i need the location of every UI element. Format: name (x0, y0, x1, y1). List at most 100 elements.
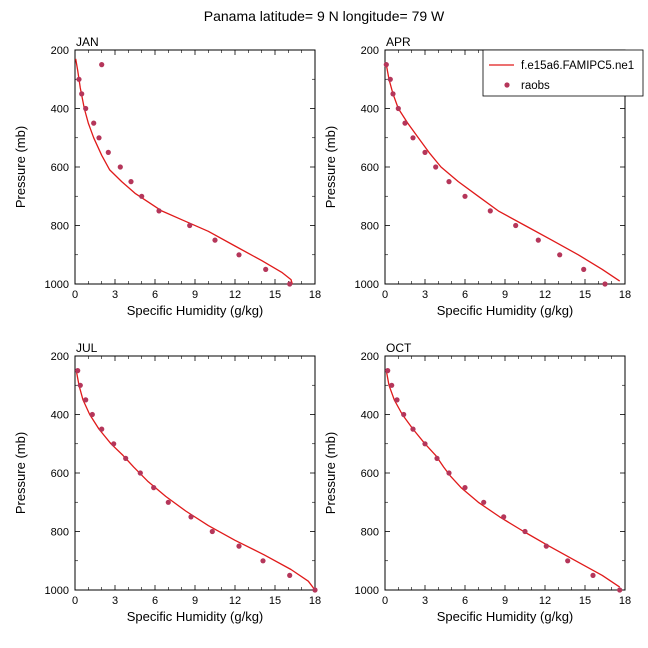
raobs-point (410, 135, 416, 141)
x-tick-label: 12 (229, 289, 241, 301)
y-tick-label: 1000 (45, 279, 69, 291)
x-axis-title: Specific Humidity (g/kg) (127, 303, 264, 318)
y-tick-label: 800 (361, 527, 379, 539)
raobs-point (212, 237, 218, 243)
raobs-point (156, 208, 162, 214)
y-tick-label: 1000 (45, 585, 69, 597)
raobs-point (590, 572, 596, 579)
raobs-point (287, 281, 293, 287)
raobs-point (128, 179, 134, 185)
raobs-point (522, 528, 528, 535)
raobs-point (76, 76, 82, 82)
raobs-point (390, 91, 396, 97)
y-tick-label: 800 (51, 527, 69, 539)
x-tick-label: 15 (579, 289, 591, 301)
x-tick-label: 0 (72, 595, 78, 607)
x-tick-label: 12 (539, 289, 551, 301)
raobs-point (123, 455, 129, 461)
raobs-point (139, 193, 145, 199)
raobs-point (602, 281, 608, 287)
raobs-point (117, 164, 123, 170)
raobs-point (401, 411, 407, 418)
raobs-point (165, 499, 171, 505)
model-profile-line (385, 64, 621, 282)
x-tick-label: 15 (579, 595, 591, 607)
y-axis-title: Pressure (mb) (323, 432, 338, 514)
y-tick-label: 600 (361, 162, 379, 174)
raobs-point (565, 558, 571, 564)
x-tick-label: 18 (619, 595, 631, 607)
x-tick-label: 18 (309, 595, 321, 607)
x-tick-label: 12 (539, 595, 551, 607)
raobs-point (263, 266, 269, 272)
raobs-point (91, 120, 97, 126)
y-tick-label: 800 (361, 221, 379, 233)
y-tick-label: 400 (51, 410, 69, 422)
x-tick-label: 18 (619, 289, 631, 301)
raobs-point (543, 543, 549, 549)
x-tick-label: 9 (502, 595, 508, 607)
raobs-point (209, 528, 215, 535)
model-profile-line (75, 58, 293, 285)
y-tick-label: 400 (51, 104, 69, 116)
raobs-point (83, 105, 89, 112)
y-tick-label: 800 (51, 221, 69, 233)
raobs-point (410, 426, 416, 432)
raobs-point (79, 91, 85, 97)
raobs-point (111, 441, 117, 447)
plot-frame (74, 355, 316, 591)
y-tick-label: 600 (51, 468, 69, 480)
x-tick-label: 12 (229, 595, 241, 607)
raobs-point (422, 149, 428, 155)
raobs-point (462, 485, 468, 491)
raobs-point (99, 426, 105, 432)
raobs-point (387, 76, 393, 82)
figure-title: Panama latitude= 9 N longitude= 79 W (204, 8, 445, 24)
raobs-point (96, 135, 102, 141)
panel-label: OCT (386, 341, 412, 355)
raobs-point (187, 222, 193, 229)
raobs-point (383, 62, 389, 68)
legend-model-label: f.e15a6.FAMIPC5.ne1 (521, 60, 634, 72)
y-tick-label: 200 (51, 45, 69, 57)
raobs-point (389, 382, 395, 388)
y-axis-title: Pressure (mb) (13, 432, 28, 514)
raobs-point (83, 397, 89, 403)
y-tick-label: 600 (361, 468, 379, 480)
raobs-point (446, 179, 452, 185)
raobs-point (446, 470, 452, 476)
raobs-point (77, 382, 83, 388)
y-tick-label: 400 (361, 104, 379, 116)
raobs-point (513, 222, 519, 229)
model-profile-line (385, 370, 621, 588)
x-tick-label: 3 (422, 289, 428, 301)
x-tick-label: 3 (112, 289, 118, 301)
x-tick-label: 3 (422, 595, 428, 607)
raobs-point (236, 543, 242, 549)
raobs-point (394, 397, 400, 403)
raobs-point (501, 514, 507, 520)
raobs-point (385, 368, 391, 374)
panel-apr: APR 0 3 6 9 12 15 18 200 400 600 800 1000 Specific Hu… (323, 35, 631, 318)
x-tick-label: 9 (502, 289, 508, 301)
raobs-point (433, 164, 439, 170)
x-tick-label: 9 (192, 289, 198, 301)
y-tick-label: 200 (51, 351, 69, 363)
x-tick-label: 18 (309, 289, 321, 301)
raobs-point (99, 62, 105, 68)
legend: f.e15a6.FAMIPC5.ne1 raobs (482, 49, 644, 97)
panel-label: JUL (76, 341, 98, 355)
raobs-point (434, 455, 440, 461)
raobs-point (402, 120, 408, 126)
x-tick-label: 0 (382, 289, 388, 301)
panel-label: APR (386, 35, 411, 49)
raobs-point (312, 587, 318, 593)
x-axis-title: Specific Humidity (g/kg) (437, 303, 574, 318)
x-tick-label: 6 (462, 289, 468, 301)
raobs-point (487, 208, 493, 214)
x-tick-label: 3 (112, 595, 118, 607)
panel-jul: JUL 0 3 6 9 12 15 18 200 400 600 800 1000 Specific Hu… (13, 341, 321, 624)
y-tick-label: 1000 (355, 585, 379, 597)
y-tick-label: 200 (361, 351, 379, 363)
y-axis-title: Pressure (mb) (323, 126, 338, 208)
